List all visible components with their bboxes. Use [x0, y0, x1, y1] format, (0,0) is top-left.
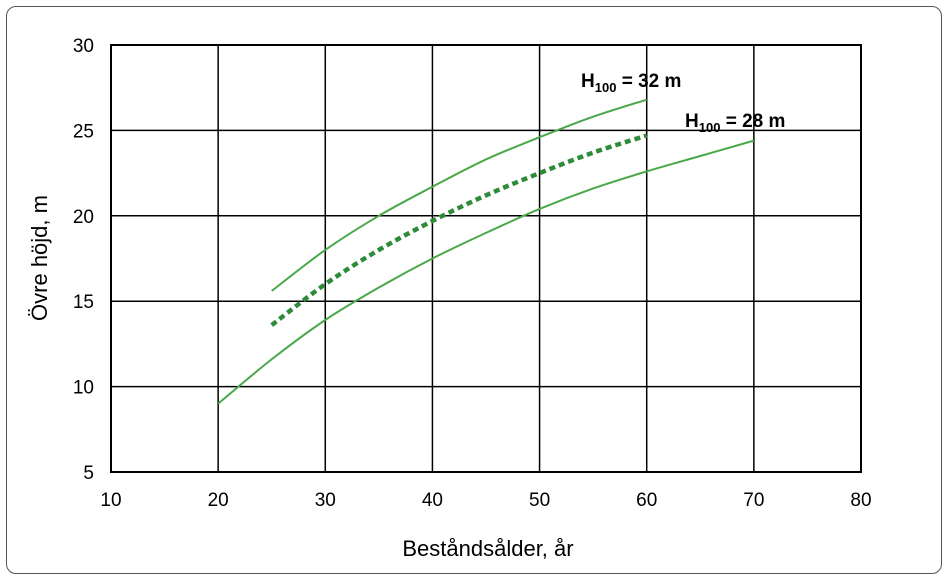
series-line-3: [217, 139, 755, 405]
grid: [110, 44, 862, 473]
y-tick-label: 30: [73, 36, 94, 57]
x-tick-label: 60: [636, 490, 657, 511]
y-tick-label: 15: [73, 292, 94, 313]
y-tick-label: 10: [73, 378, 94, 399]
series-layer: [217, 98, 755, 405]
y-tick-label: 5: [83, 463, 94, 484]
x-tick-label: 40: [422, 490, 443, 511]
annotation-h100-32: H100 = 32 m: [581, 71, 681, 95]
x-tick-label: 80: [850, 490, 871, 511]
x-axis-label: Beståndsålder, år: [402, 536, 573, 561]
y-tick-label: 20: [73, 207, 94, 228]
x-tick-label: 20: [208, 490, 229, 511]
plot-border: [110, 44, 862, 473]
y-axis-label: Övre höjd, m: [27, 195, 52, 321]
series-line-2: [270, 133, 648, 327]
tick-labels: 10 20 30 40 50 60 70 80 5 10 15 20 25 30: [73, 36, 872, 511]
y-tick-label: 25: [73, 121, 94, 142]
x-tick-label: 30: [315, 490, 336, 511]
x-tick-label: 70: [743, 490, 764, 511]
chart-frame: [6, 6, 942, 574]
x-tick-label: 50: [529, 490, 550, 511]
series-line-1: [271, 98, 648, 292]
x-tick-label: 10: [100, 490, 121, 511]
annotation-h100-28: H100 = 28 m: [685, 111, 785, 135]
